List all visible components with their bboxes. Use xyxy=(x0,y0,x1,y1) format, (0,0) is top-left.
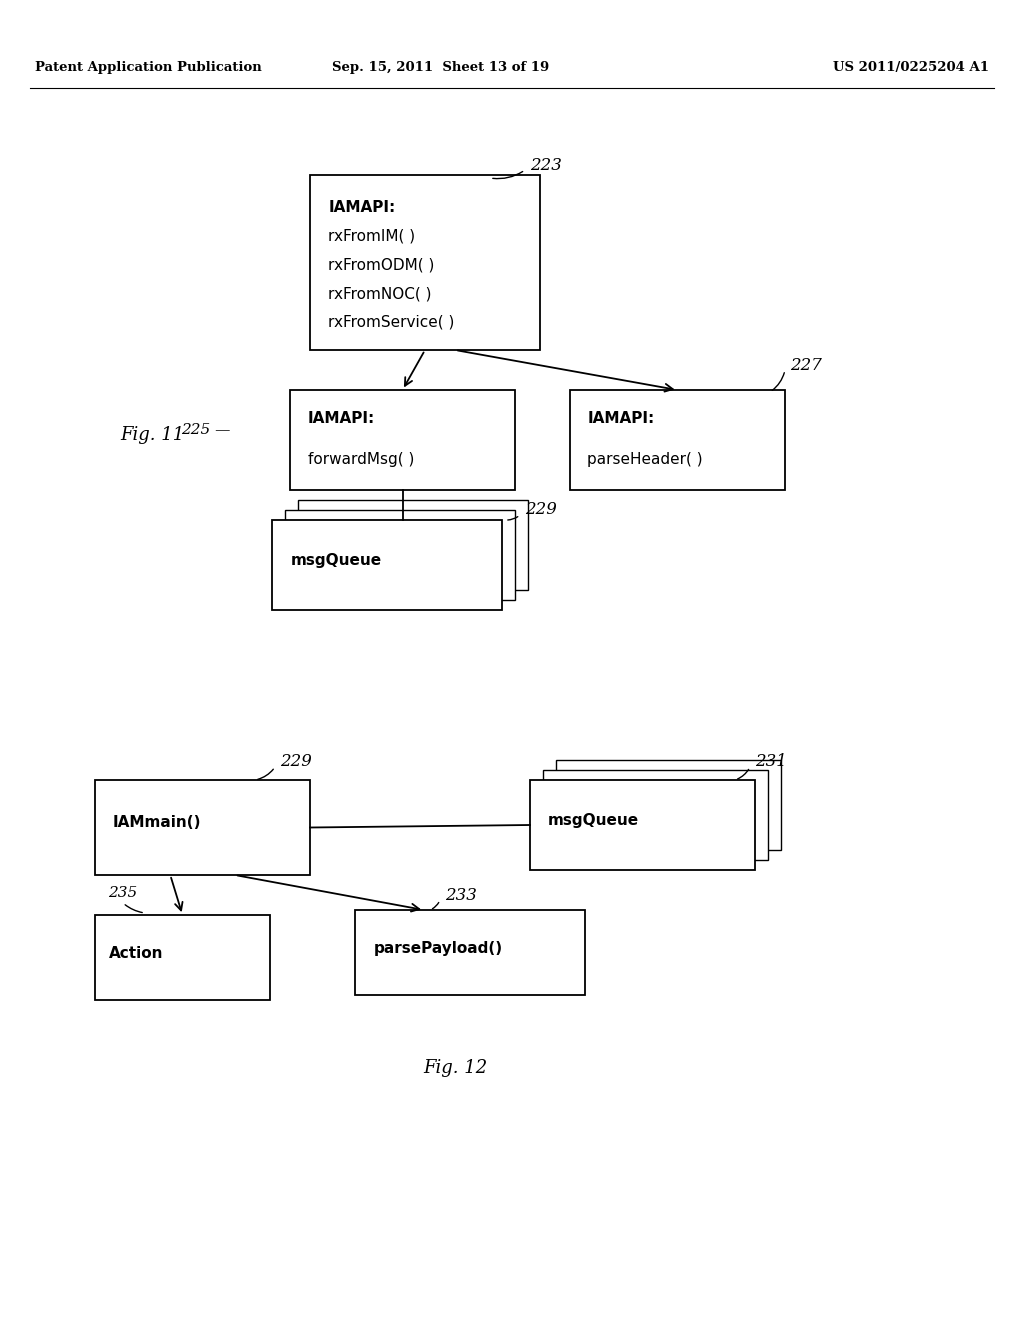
Text: IAMAPI:: IAMAPI: xyxy=(329,199,395,215)
Bar xyxy=(290,389,515,490)
Text: forwardMsg( ): forwardMsg( ) xyxy=(308,451,415,467)
Text: rxFromIM( ): rxFromIM( ) xyxy=(329,228,416,244)
Text: IAMmain(): IAMmain() xyxy=(113,814,201,830)
Text: IAMAPI:: IAMAPI: xyxy=(308,411,375,426)
Bar xyxy=(530,780,755,870)
Text: msgQueue: msgQueue xyxy=(548,813,639,828)
Text: 233: 233 xyxy=(445,887,477,903)
Text: 225 —: 225 — xyxy=(180,422,230,437)
Text: msgQueue: msgQueue xyxy=(291,553,382,568)
Bar xyxy=(543,770,768,861)
Text: Patent Application Publication: Patent Application Publication xyxy=(35,62,262,74)
Text: 231: 231 xyxy=(755,754,786,771)
Bar xyxy=(298,500,528,590)
Bar xyxy=(556,760,781,850)
Text: 227: 227 xyxy=(790,356,822,374)
Bar xyxy=(310,176,540,350)
Text: rxFromService( ): rxFromService( ) xyxy=(329,314,455,330)
Text: Sep. 15, 2011  Sheet 13 of 19: Sep. 15, 2011 Sheet 13 of 19 xyxy=(332,62,549,74)
Bar xyxy=(95,780,310,875)
Bar xyxy=(272,520,502,610)
Text: 235: 235 xyxy=(108,886,137,900)
Text: 229: 229 xyxy=(525,502,557,519)
Bar xyxy=(285,510,515,601)
Bar xyxy=(570,389,785,490)
Text: 223: 223 xyxy=(530,157,562,173)
Text: 229: 229 xyxy=(280,754,312,771)
Text: parseHeader( ): parseHeader( ) xyxy=(587,451,702,467)
Bar xyxy=(355,909,585,995)
Text: US 2011/0225204 A1: US 2011/0225204 A1 xyxy=(833,62,989,74)
Text: Fig. 11: Fig. 11 xyxy=(120,426,184,444)
Text: rxFromNOC( ): rxFromNOC( ) xyxy=(329,286,432,301)
Text: parsePayload(): parsePayload() xyxy=(374,941,503,956)
Text: rxFromODM( ): rxFromODM( ) xyxy=(329,257,435,272)
Text: Action: Action xyxy=(109,945,164,961)
Bar xyxy=(95,915,270,1001)
Text: Fig. 12: Fig. 12 xyxy=(423,1059,487,1077)
Text: IAMAPI:: IAMAPI: xyxy=(587,411,654,426)
